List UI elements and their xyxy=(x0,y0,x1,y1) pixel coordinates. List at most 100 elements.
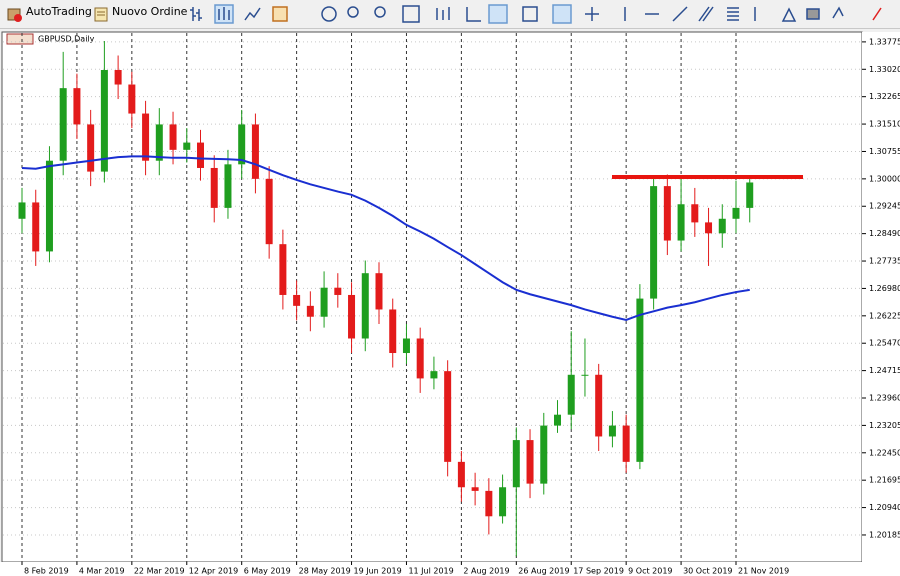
candle-body xyxy=(59,88,67,161)
candle-body xyxy=(663,186,671,241)
fibo-tool[interactable] xyxy=(727,7,739,21)
candle-body xyxy=(279,244,287,295)
crosshair-tool[interactable] xyxy=(585,7,599,21)
y-tick-label: 1.27735 xyxy=(869,257,900,266)
candle-body xyxy=(306,305,314,317)
channel-tool[interactable] xyxy=(698,6,714,22)
x-tick-label: 2 Aug 2019 xyxy=(463,567,509,576)
x-tick-label: 9 Oct 2019 xyxy=(628,567,672,576)
candle-body xyxy=(334,287,342,295)
line-tool[interactable] xyxy=(244,7,261,21)
candle-body xyxy=(444,371,452,462)
candle-body xyxy=(361,273,369,339)
x-tick-label: 17 Sep 2019 xyxy=(573,567,624,576)
x-tick-label: 22 Mar 2019 xyxy=(134,567,185,576)
zoom-out-tool[interactable] xyxy=(374,6,386,18)
candle-body xyxy=(677,204,685,241)
y-tick-label: 1.32265 xyxy=(869,92,900,101)
candle-body xyxy=(18,202,26,219)
bar-chart-tool[interactable] xyxy=(190,7,202,21)
candle-body xyxy=(183,142,191,150)
candles-glyph xyxy=(218,7,230,20)
shift-tool[interactable] xyxy=(466,7,481,22)
autotrading-icon[interactable] xyxy=(6,6,22,22)
candle-body xyxy=(430,371,438,379)
candle-body xyxy=(457,461,465,488)
new-order-icon[interactable] xyxy=(93,6,109,22)
candle-body xyxy=(87,124,95,172)
symbol-flag xyxy=(6,33,34,45)
candle-body xyxy=(732,207,740,219)
candle-body xyxy=(581,374,589,376)
candle-body xyxy=(224,164,232,208)
y-tick-label: 1.23960 xyxy=(869,394,900,403)
candle-body xyxy=(471,487,479,491)
y-tick-label: 1.20185 xyxy=(869,530,900,539)
y-tick-label: 1.30000 xyxy=(869,174,900,183)
x-tick-label: 26 Aug 2019 xyxy=(518,567,569,576)
candle-body xyxy=(746,182,754,208)
y-tick-label: 1.23205 xyxy=(869,421,900,430)
y-tick-label: 1.29245 xyxy=(869,202,900,211)
candle-body xyxy=(114,70,122,85)
x-tick-label: 6 May 2019 xyxy=(244,567,291,576)
x-tick-label: 8 Feb 2019 xyxy=(24,567,69,576)
candle-body xyxy=(375,273,383,310)
candle-body xyxy=(100,70,108,172)
candle-body xyxy=(402,338,410,354)
y-tick-label: 1.33020 xyxy=(869,65,900,74)
autoscroll-tool[interactable] xyxy=(436,7,450,20)
candle-body xyxy=(691,204,699,223)
arrow-up-tool[interactable] xyxy=(872,7,882,21)
y-tick-label: 1.28490 xyxy=(869,229,900,238)
y-tick-label: 1.25470 xyxy=(869,339,900,348)
period-tool[interactable] xyxy=(321,6,337,22)
candle-body xyxy=(567,374,575,415)
indicator-tool[interactable] xyxy=(272,6,288,22)
tile-tool[interactable] xyxy=(402,5,420,23)
candle-body xyxy=(155,124,163,161)
candle-body xyxy=(320,287,328,317)
candle-body xyxy=(718,218,726,234)
candle-body xyxy=(265,178,273,245)
candle-body xyxy=(526,440,534,484)
candle-body xyxy=(650,186,658,299)
candle-body xyxy=(705,222,713,234)
rect-tool[interactable] xyxy=(806,8,820,20)
zoom-in-tool[interactable] xyxy=(347,6,359,18)
candle-body xyxy=(210,167,218,208)
x-tick-label: 28 May 2019 xyxy=(299,567,351,576)
candle-body xyxy=(389,309,397,354)
y-tick-label: 1.33775 xyxy=(869,37,900,46)
candle-body xyxy=(499,487,507,517)
candle-body xyxy=(622,425,630,462)
candle-body xyxy=(416,338,424,379)
autotrading-button[interactable]: AutoTrading xyxy=(26,5,92,18)
chart: GBPUSD,Daily 1.20185 1.20940 1.21695 1.2245… xyxy=(0,31,900,576)
candle-body xyxy=(348,294,356,339)
trendline-tool[interactable] xyxy=(672,6,688,22)
shift-active-tool[interactable] xyxy=(488,4,508,24)
triangle-tool[interactable] xyxy=(781,7,797,22)
cursor-tool[interactable] xyxy=(552,4,572,24)
candle-body xyxy=(128,84,136,114)
x-tick-label: 21 Nov 2019 xyxy=(738,567,789,576)
candle-body xyxy=(293,294,301,306)
candle-body xyxy=(512,440,520,488)
y-tick-label: 1.30755 xyxy=(869,147,900,156)
x-tick-label: 4 Mar 2019 xyxy=(79,567,125,576)
candle-body xyxy=(73,88,81,125)
x-tick-label: 19 Jun 2019 xyxy=(354,567,402,576)
moving-average xyxy=(21,155,750,322)
tool-icons xyxy=(190,4,882,24)
template-tool[interactable] xyxy=(522,6,538,22)
new-order-button[interactable]: Nuovo Ordine xyxy=(112,5,188,18)
price-axis xyxy=(862,32,900,576)
candle-body xyxy=(32,202,40,252)
candle-body xyxy=(485,490,493,517)
arrow-tool[interactable] xyxy=(832,6,844,19)
candle-body xyxy=(540,425,548,484)
chart-title: GBPUSD,Daily xyxy=(38,35,95,44)
y-tick-label: 1.22450 xyxy=(869,448,900,457)
